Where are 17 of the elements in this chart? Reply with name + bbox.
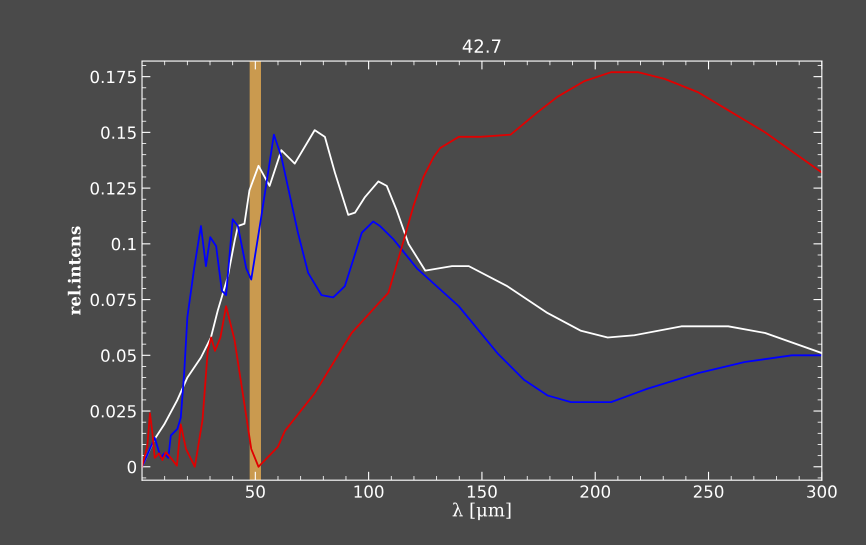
x-tick-label: 100	[354, 485, 384, 498]
y-tick-label: 0.125	[90, 182, 136, 195]
chart-title: 42.7	[462, 39, 500, 53]
y-tick-label: 0.175	[90, 70, 136, 84]
x-tick-label: 250	[694, 485, 724, 498]
x-axis-title: λ [μm]	[452, 502, 510, 520]
y-tick-label: 0	[128, 460, 136, 474]
y-tick-label: 0.05	[101, 349, 136, 362]
y-tick-label: 0.1	[112, 238, 136, 250]
y-tick-label: 0.025	[90, 405, 136, 418]
y-tick-label: 0.15	[101, 126, 136, 139]
x-tick-label: 200	[580, 485, 610, 498]
x-tick-label: 300	[807, 485, 837, 498]
y-tick-label: 0.075	[90, 294, 136, 306]
y-axis-title: rel.intens	[68, 226, 81, 315]
x-tick-label: 50	[246, 485, 265, 498]
x-tick-label: 150	[468, 485, 497, 498]
